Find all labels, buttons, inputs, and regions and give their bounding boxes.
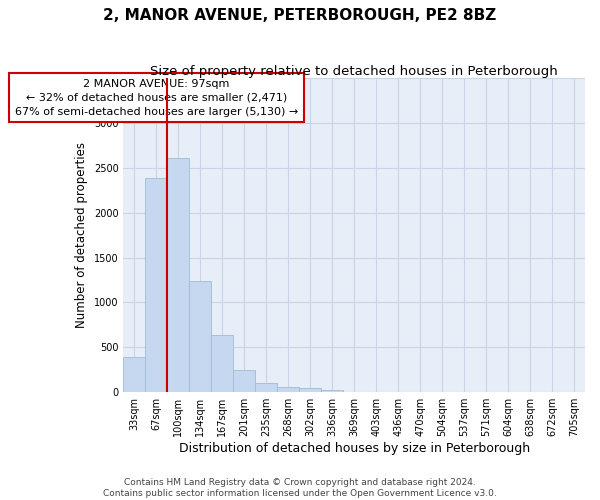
- Bar: [167, 158, 190, 392]
- Title: Size of property relative to detached houses in Peterborough: Size of property relative to detached ho…: [151, 65, 558, 78]
- Text: 2 MANOR AVENUE: 97sqm
← 32% of detached houses are smaller (2,471)
67% of semi-d: 2 MANOR AVENUE: 97sqm ← 32% of detached …: [15, 79, 298, 117]
- Bar: [124, 357, 145, 392]
- Bar: [190, 281, 211, 392]
- X-axis label: Distribution of detached houses by size in Peterborough: Distribution of detached houses by size …: [179, 442, 530, 455]
- Text: 2, MANOR AVENUE, PETERBOROUGH, PE2 8BZ: 2, MANOR AVENUE, PETERBOROUGH, PE2 8BZ: [103, 8, 497, 22]
- Bar: [211, 335, 233, 392]
- Bar: [255, 383, 277, 392]
- Bar: [145, 178, 167, 392]
- Bar: [277, 387, 299, 392]
- Text: Contains HM Land Registry data © Crown copyright and database right 2024.
Contai: Contains HM Land Registry data © Crown c…: [103, 478, 497, 498]
- Bar: [233, 370, 255, 392]
- Bar: [321, 390, 343, 392]
- Bar: [299, 388, 321, 392]
- Y-axis label: Number of detached properties: Number of detached properties: [75, 142, 88, 328]
